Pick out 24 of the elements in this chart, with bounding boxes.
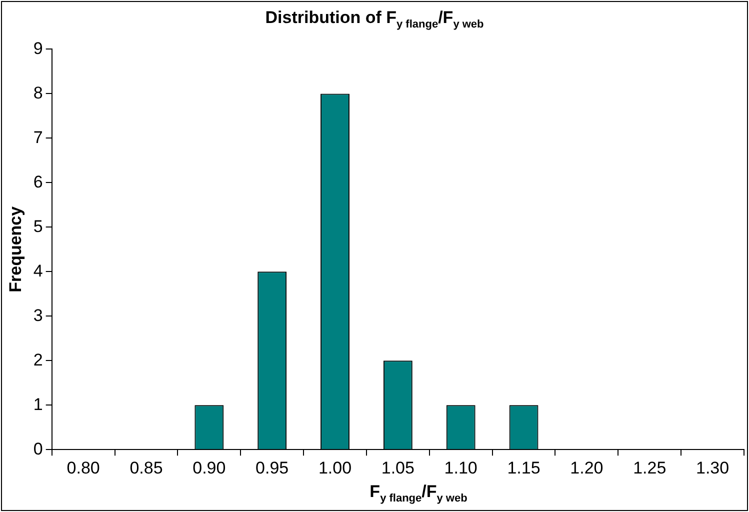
y-tick-label: 5 (33, 216, 43, 236)
x-tick-label: 0.95 (256, 458, 289, 478)
y-tick-label: 4 (33, 261, 43, 280)
x-tick-label: 0.85 (130, 458, 163, 478)
x-tick-label: 1.20 (570, 458, 604, 478)
chart-title: Distribution of F$_{y flange}$/F$_{y web}$ (264, 8, 485, 30)
x-tick-label: 1.05 (381, 458, 414, 478)
x-tick-label: 1.15 (507, 458, 540, 478)
y-tick-label: 8 (33, 83, 43, 102)
y-tick-label: 7 (33, 128, 43, 147)
y-tick-label: 1 (33, 394, 43, 414)
x-tick-label: 0.90 (192, 458, 226, 478)
y-tick-label: 0 (33, 439, 43, 458)
x-axis-title: F$_{y flange}$/F$_{y web}$ (368, 482, 468, 504)
y-tick-label: 3 (33, 306, 43, 325)
x-tick-label: 1.25 (633, 458, 666, 478)
y-axis-title: Frequency (6, 206, 25, 292)
x-tick-label: 1.30 (696, 458, 730, 478)
x-tick-label: 1.00 (318, 458, 352, 478)
y-tick-label: 6 (33, 172, 43, 192)
x-tick-label: 0.80 (66, 458, 100, 478)
x-tick-label: 1.10 (444, 458, 478, 478)
y-tick-label: 2 (33, 350, 43, 370)
y-tick-label: 9 (33, 38, 43, 58)
